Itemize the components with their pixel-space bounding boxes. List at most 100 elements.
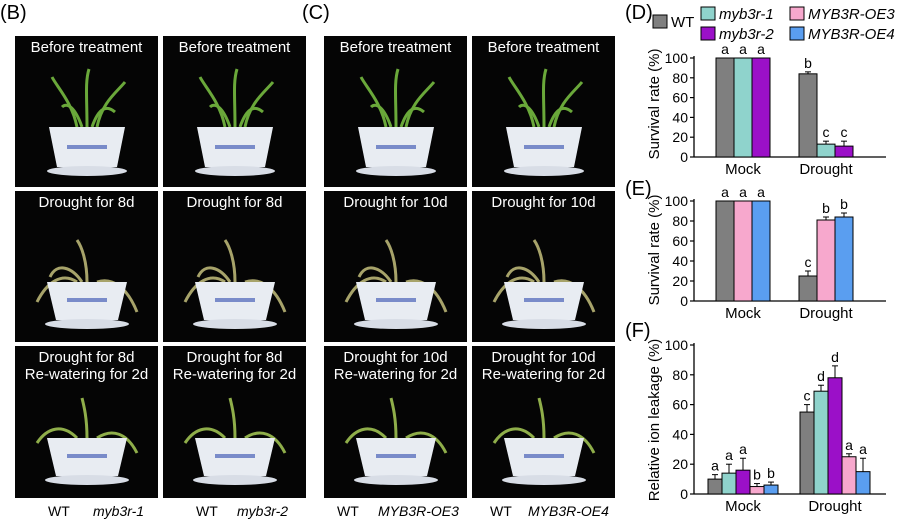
photo-c-before-oe: Before treatment [472, 36, 615, 187]
photo-caption-line2: Re-watering for 2d [333, 366, 458, 383]
photo-caption: Drought for 8d [38, 194, 135, 211]
significance-letter: b [804, 55, 812, 71]
y-tick-label: 0 [680, 486, 688, 502]
photo-caption: Before treatment [487, 39, 600, 56]
bar [763, 484, 779, 495]
x-tick-label: Drought [808, 498, 862, 515]
bar [721, 472, 737, 495]
genotype-label: WT [490, 503, 512, 519]
legend-label: MYB3R-OE4 [808, 26, 895, 43]
legend-label: myb3r-1 [719, 6, 774, 23]
y-tick-label: 60 [672, 233, 688, 249]
significance-letter: a [757, 41, 765, 57]
plant-pot-illustration [194, 68, 275, 176]
significance-letter: c [804, 388, 811, 404]
x-tick-label: Mock [725, 498, 761, 515]
bar [715, 200, 735, 302]
y-tick-label: 0 [680, 149, 688, 165]
bar [798, 275, 818, 302]
photo-caption-line1: Drought for 10d [343, 349, 448, 366]
y-axis-label: Survival rate (%) [646, 195, 663, 306]
y-tick-label: 80 [672, 213, 688, 229]
plant-pot-illustration [355, 68, 436, 176]
bar [751, 200, 771, 302]
legend-swatch [789, 26, 805, 41]
photo-caption: Before treatment [178, 39, 291, 56]
significance-letter: c [823, 124, 830, 140]
photo-caption: Before treatment [339, 39, 452, 56]
bar [733, 57, 753, 158]
significance-letter: b [753, 467, 761, 483]
genotype-label: WT [196, 503, 218, 519]
genotype-label: WT [48, 503, 70, 519]
significance-letter: a [859, 441, 867, 457]
legend-swatch [700, 6, 716, 21]
significance-letter: a [725, 447, 733, 463]
x-tick-label: Mock [725, 305, 761, 322]
bar [749, 486, 765, 495]
bar [735, 469, 751, 495]
bar [816, 143, 836, 158]
photo-b-drought-mutant: Drought for 8d [163, 191, 306, 342]
photo-c-rewater-oe: Drought for 10d Re-watering for 2d [472, 346, 615, 498]
y-tick-label: 40 [672, 109, 688, 125]
panel-label-b: (B) [0, 2, 27, 24]
bar [813, 390, 829, 495]
y-axis-label: Survival rate (%) [646, 49, 663, 160]
x-tick-label: Drought [799, 161, 853, 178]
significance-letter: a [757, 184, 765, 200]
y-tick-label: 60 [672, 397, 688, 413]
significance-letter: b [767, 465, 775, 481]
bar [827, 377, 843, 495]
y-tick-label: 100 [665, 337, 689, 353]
significance-letter: a [739, 184, 747, 200]
photo-b-rewater-mutant: Drought for 8d Re-watering for 2d [163, 346, 306, 498]
plant-pot-illustration [183, 239, 286, 329]
y-tick-label: 80 [672, 367, 688, 383]
photo-b-drought-wt: Drought for 8d [15, 191, 158, 342]
legend-label: myb3r-2 [719, 26, 774, 43]
bar [733, 200, 753, 302]
plant-pot-illustration [35, 239, 138, 329]
significance-letter: b [822, 200, 830, 216]
y-tick-label: 100 [665, 193, 689, 209]
photo-c-rewater-wt: Drought for 10d Re-watering for 2d [324, 346, 467, 498]
bar [799, 411, 815, 495]
y-tick-label: 40 [672, 253, 688, 269]
genotype-label: myb3r-1 [93, 503, 145, 519]
y-tick-label: 20 [672, 456, 688, 472]
bar [834, 145, 854, 158]
y-tick-label: 20 [672, 273, 688, 289]
bar [841, 456, 857, 495]
photo-caption: Drought for 10d [343, 194, 448, 211]
genotype-label: WT [337, 503, 359, 519]
plant-pot-illustration [492, 239, 595, 329]
plant-pot-illustration [344, 397, 447, 485]
bar [816, 219, 836, 302]
bar [707, 478, 723, 495]
significance-letter: a [711, 458, 719, 474]
legend-swatch [652, 14, 668, 29]
y-tick-label: 60 [672, 90, 688, 106]
y-tick-label: 100 [665, 50, 689, 66]
plant-pot-illustration [503, 68, 584, 176]
y-axis-label: Relative ion leakage (%) [646, 339, 663, 502]
photo-b-before-mutant: Before treatment [163, 36, 306, 187]
y-tick-label: 20 [672, 129, 688, 145]
x-tick-label: Drought [799, 305, 853, 322]
x-tick-label: Mock [725, 161, 761, 178]
significance-letter: b [840, 196, 848, 212]
photo-b-rewater-wt: Drought for 8d Re-watering for 2d [15, 346, 158, 498]
photo-caption-line1: Drought for 8d [186, 349, 283, 366]
genotype-label: myb3r-2 [237, 503, 289, 519]
photo-b-before-wt: Before treatment [15, 36, 158, 187]
photo-caption-line2: Re-watering for 2d [172, 366, 297, 383]
photo-caption-line1: Drought for 10d [491, 349, 596, 366]
photo-c-drought-oe: Drought for 10d [472, 191, 615, 342]
panel-label-e: (E) [625, 178, 652, 200]
photo-c-before-wt: Before treatment [324, 36, 467, 187]
genotype-label: MYB3R-OE4 [528, 503, 609, 519]
significance-letter: a [739, 441, 747, 457]
photo-caption-line1: Drought for 8d [38, 349, 135, 366]
